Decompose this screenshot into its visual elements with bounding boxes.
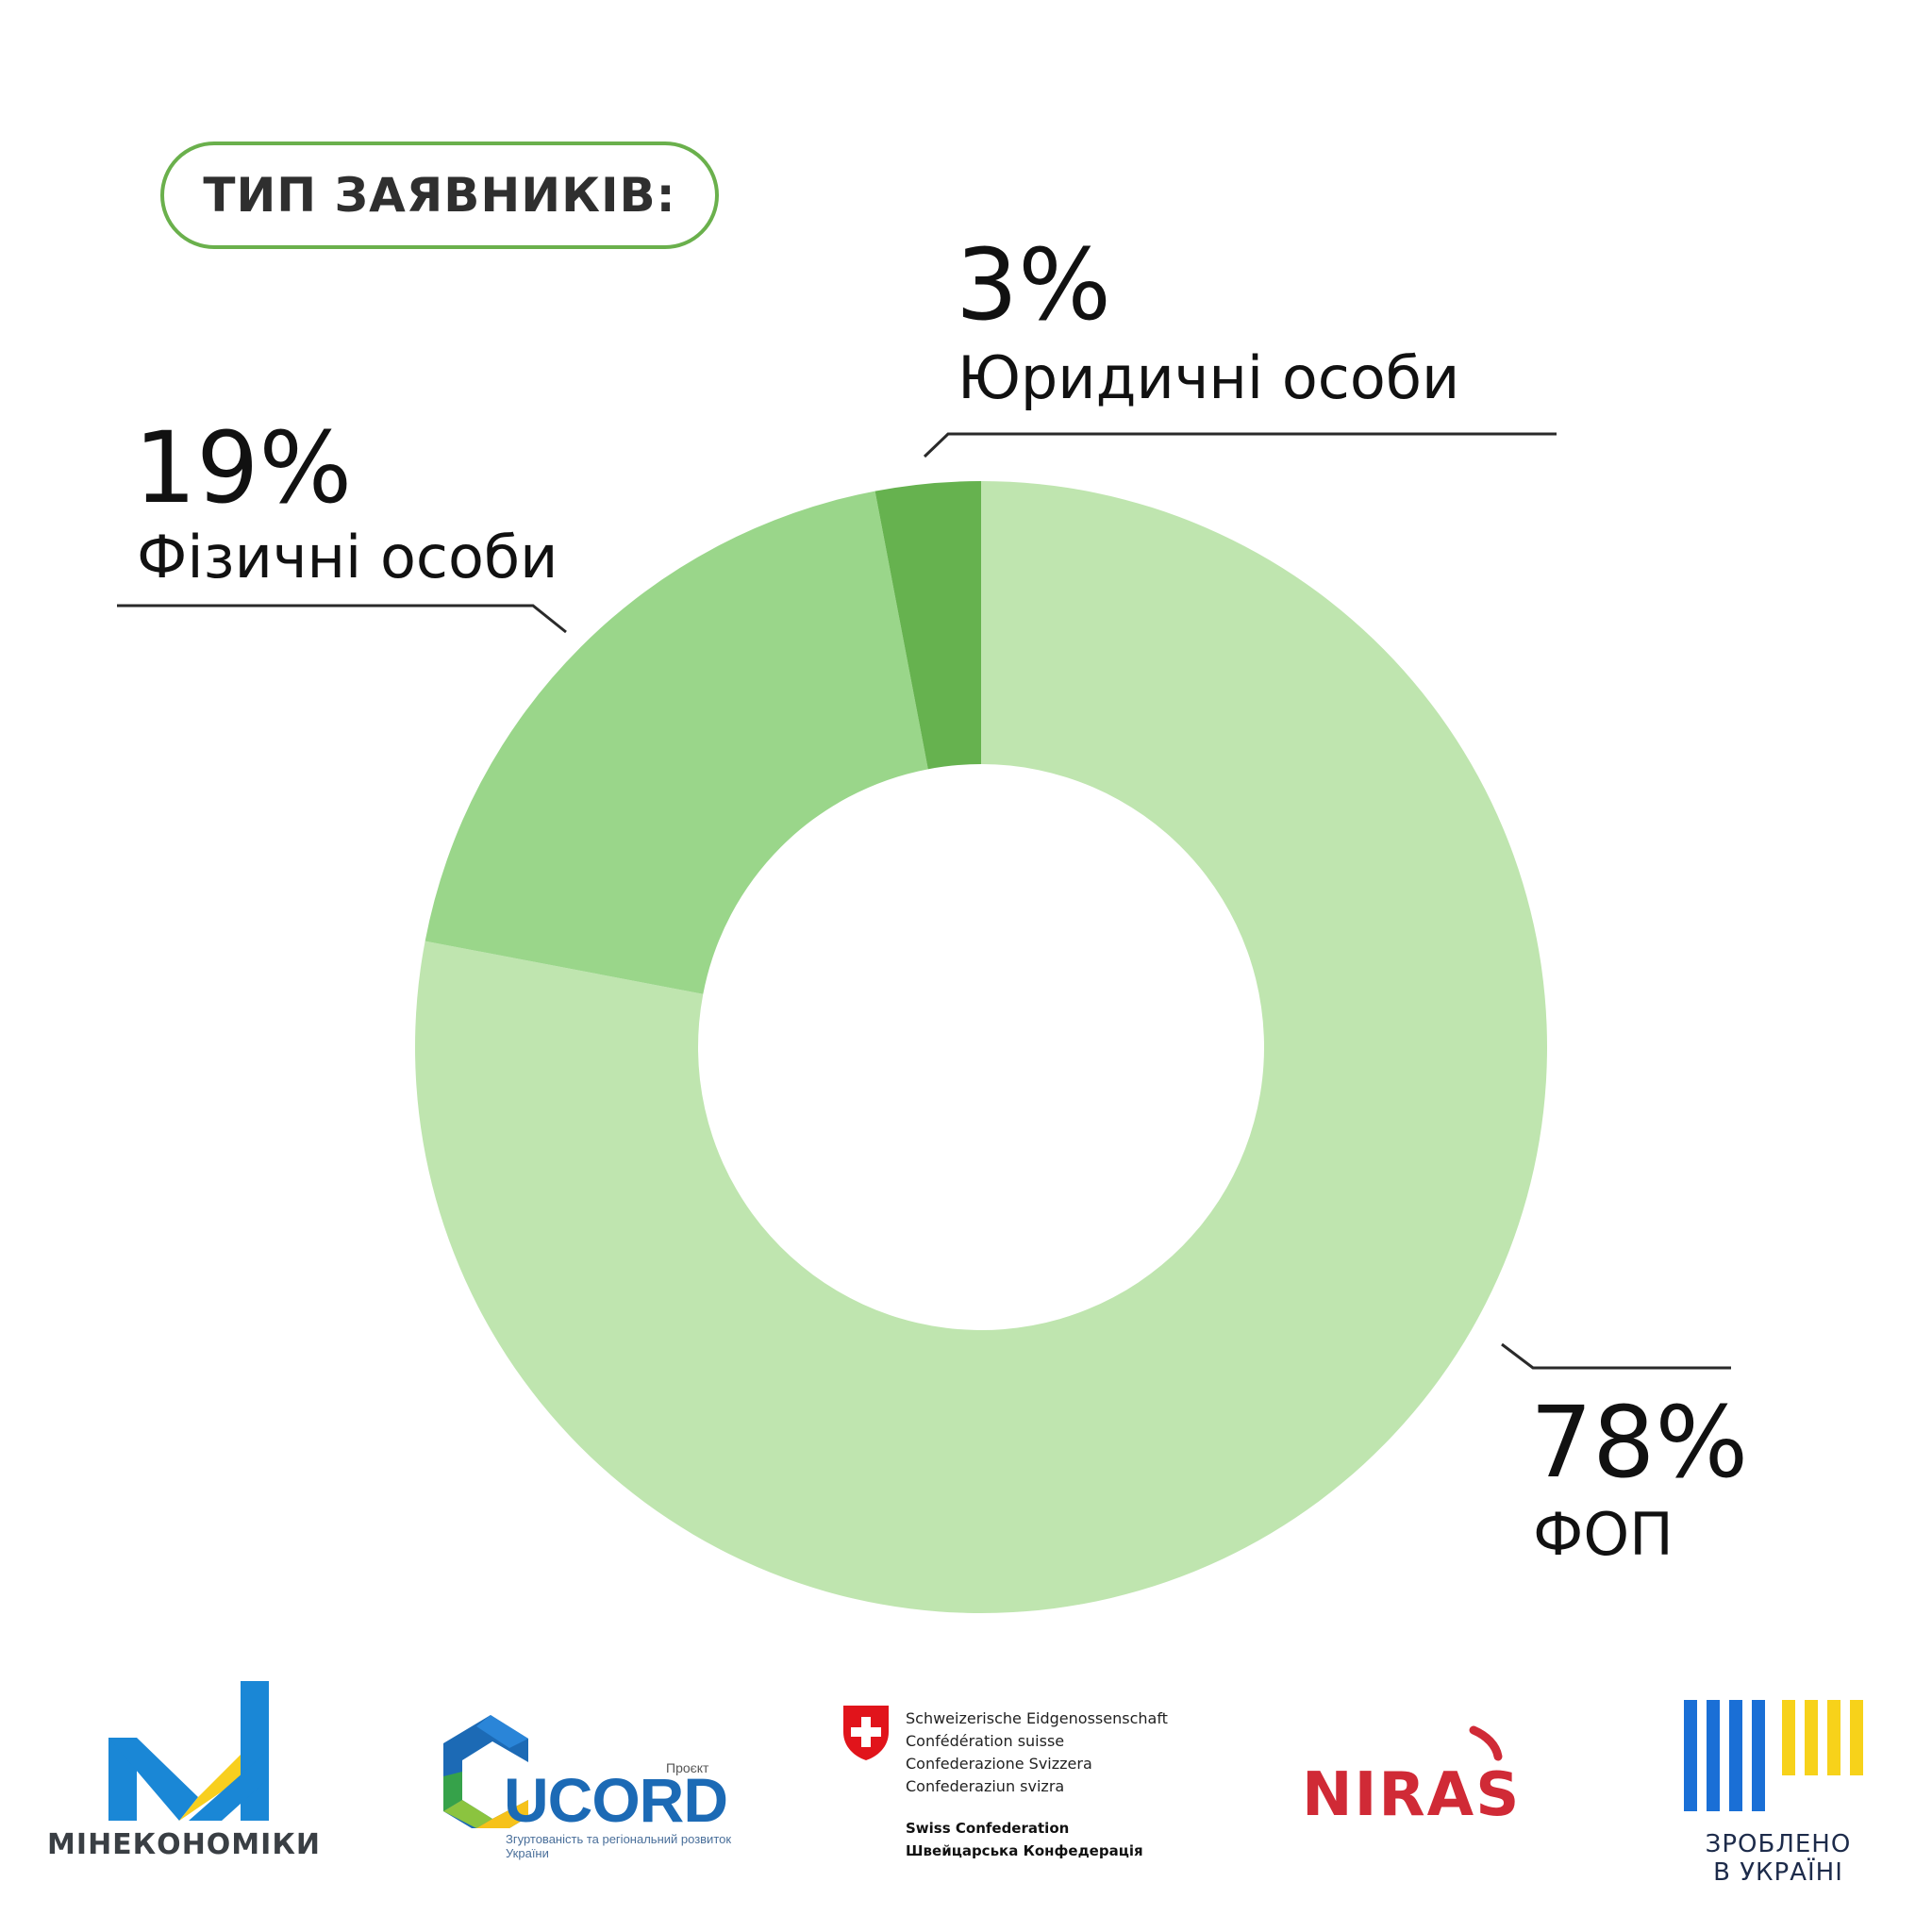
swiss-bold-line: Швейцарська Конфедерація <box>906 1842 1143 1859</box>
mineconomy-emblem <box>108 1681 269 1821</box>
slice-fop-label: ФОП <box>1533 1500 1674 1569</box>
leader-line-legal <box>923 432 1557 458</box>
slice-legal-label: Юридичні особи <box>958 343 1459 412</box>
partner-logos: МІНЕКОНОМІКИ Проєкт UCORD Згуртованість … <box>0 1660 1932 1887</box>
swiss-bold-line: Swiss Confederation <box>906 1820 1070 1837</box>
slice-fop <box>414 481 1547 1613</box>
swiss-line: Confederazione Svizzera <box>906 1755 1092 1773</box>
niras-logo: NIRAS <box>1302 1717 1575 1830</box>
slice-legal-percent: 3% <box>956 227 1111 342</box>
swiss-names: Schweizerische Eidgenossenschaft Confédé… <box>906 1707 1168 1798</box>
slice-individuals <box>425 491 928 994</box>
niras-wordmark: NIRAS <box>1302 1725 1521 1830</box>
ucord-subtitle: Згуртованість та регіональний розвиток У… <box>506 1832 732 1860</box>
made-in-ukraine-stripes <box>1684 1700 1863 1811</box>
niras-text: NIRAS <box>1302 1760 1521 1830</box>
mineconomy-text: МІНЕКОНОМІКИ <box>47 1828 321 1861</box>
swiss-line: Confederaziun svizra <box>906 1777 1065 1795</box>
ucord-emblem <box>443 1715 528 1828</box>
leader-line-individuals <box>117 604 567 634</box>
swiss-bold-names: Swiss Confederation Швейцарська Конфедер… <box>906 1817 1143 1862</box>
leader-line-fop <box>1501 1342 1731 1370</box>
mineconomy-logo: МІНЕКОНОМІКИ <box>38 1660 330 1877</box>
made-line-2: В УКРАЇНІ <box>1713 1858 1843 1887</box>
slice-individuals-label: Фізичні особи <box>137 523 558 591</box>
slice-fop-percent: 78% <box>1530 1385 1748 1500</box>
chart-title: ТИП ЗАЯВНИКІВ: <box>203 168 676 223</box>
swiss-cross-shield-icon <box>843 1706 889 1760</box>
swiss-line: Schweizerische Eidgenossenschaft <box>906 1709 1168 1727</box>
ucord-project-label: Проєкт <box>666 1760 709 1775</box>
title-pill: ТИП ЗАЯВНИКІВ: <box>160 142 719 249</box>
ucord-logo: Проєкт UCORD Згуртованість та регіональн… <box>434 1706 745 1866</box>
swiss-line: Confédération suisse <box>906 1732 1065 1750</box>
made-line-1: ЗРОБЛЕНО <box>1705 1830 1852 1858</box>
made-in-ukraine-logo: ЗРОБЛЕНО В УКРАЇНІ <box>1684 1700 1873 1887</box>
slice-individuals-percent: 19% <box>134 410 352 525</box>
donut-slices <box>414 481 1547 1613</box>
ucord-name: UCORD <box>504 1765 728 1835</box>
swiss-logo: Schweizerische Eidgenossenschaft Confédé… <box>840 1702 1236 1862</box>
made-in-ukraine-text: ЗРОБЛЕНО В УКРАЇНІ <box>1684 1830 1873 1887</box>
slice-legal <box>874 481 981 770</box>
